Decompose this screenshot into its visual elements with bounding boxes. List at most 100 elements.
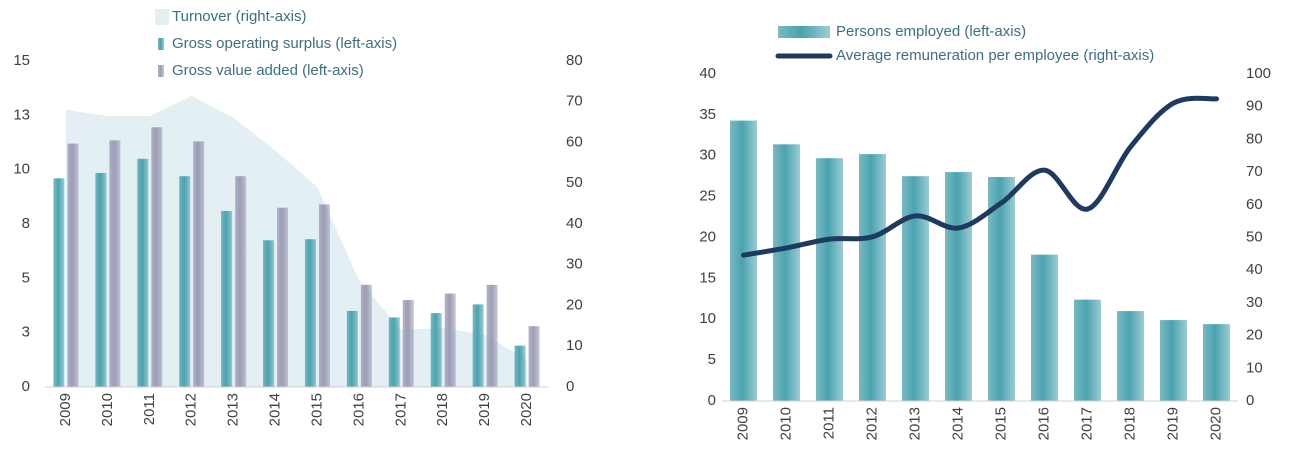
bar: [1203, 324, 1230, 401]
x-tick-label: 2011: [820, 407, 837, 439]
x-tick-label: 2009: [734, 407, 751, 440]
bar: [816, 158, 843, 401]
bar: [193, 141, 205, 387]
y-tick-label: 40: [699, 65, 716, 82]
area: [65, 96, 528, 388]
y2-tick-label: 30: [1246, 294, 1263, 311]
bar: [1074, 299, 1101, 401]
x-tick-label: 2014: [267, 393, 284, 426]
x-tick-label: 2010: [99, 393, 116, 426]
y2-tick-label: 80: [1246, 130, 1263, 147]
bar: [1160, 320, 1187, 401]
legend-swatch: [778, 26, 830, 38]
x-tick-label: 2015: [308, 393, 325, 426]
x-tick-label: 2015: [992, 407, 1009, 440]
bar: [109, 140, 121, 387]
y2-tick-label: 0: [566, 378, 574, 395]
x-tick-label: 2017: [1078, 407, 1095, 440]
y2-tick-label: 50: [1246, 228, 1263, 245]
x-tick-label: 2017: [392, 393, 409, 426]
y2-tick-label: 20: [566, 296, 583, 313]
bar: [53, 178, 65, 387]
legend-swatch: [158, 38, 164, 50]
y2-tick-label: 40: [566, 215, 583, 232]
y2-tick-label: 60: [566, 133, 583, 150]
y2-tick-label: 30: [566, 256, 583, 273]
y-tick-label: 13: [13, 106, 30, 123]
bar: [221, 210, 233, 387]
y-tick-label: 5: [22, 269, 30, 286]
y-tick-label: 10: [13, 161, 30, 178]
y2-tick-label: 20: [1246, 327, 1263, 344]
bar: [263, 240, 275, 387]
y-tick-label: 8: [22, 215, 30, 232]
legend-label: Average remuneration per employee (right…: [836, 47, 1154, 64]
bar: [444, 293, 456, 387]
x-tick-label: 2020: [518, 393, 535, 426]
x-tick-label: 2020: [1207, 407, 1224, 440]
bar: [945, 172, 972, 401]
x-tick-label: 2013: [906, 407, 923, 440]
line: [741, 95, 1219, 258]
bar: [179, 176, 191, 387]
bar: [360, 284, 372, 387]
bar: [486, 284, 498, 387]
legend-label: Gross value added (left-axis): [172, 62, 364, 79]
x-tick-label: 2012: [863, 407, 880, 440]
legend-swatch: [158, 65, 164, 77]
x-tick-label: 2018: [1121, 407, 1138, 440]
bar: [277, 207, 289, 387]
y2-tick-label: 70: [1246, 163, 1263, 180]
y-tick-label: 0: [22, 378, 30, 395]
x-tick-label: 2009: [57, 393, 74, 426]
bar: [528, 326, 540, 387]
bar: [1117, 311, 1144, 401]
x-tick-label: 2013: [225, 393, 242, 426]
bar: [859, 154, 886, 401]
y-tick-label: 20: [699, 228, 716, 245]
y2-tick-label: 70: [566, 93, 583, 110]
y2-tick-label: 50: [566, 174, 583, 191]
y2-tick-label: 0: [1246, 392, 1254, 409]
bar: [514, 345, 526, 387]
x-tick-label: 2011: [141, 393, 158, 425]
x-tick-label: 2018: [434, 393, 451, 426]
bar: [318, 204, 330, 387]
y-tick-label: 15: [699, 269, 716, 286]
bar: [304, 239, 316, 387]
x-tick-label: 2016: [350, 393, 367, 426]
bar: [402, 300, 414, 387]
bar: [988, 177, 1015, 401]
bar: [346, 310, 358, 387]
bar: [137, 158, 149, 387]
y-tick-label: 35: [699, 106, 716, 123]
x-tick-label: 2014: [949, 407, 966, 440]
y-tick-label: 25: [699, 188, 716, 205]
y-tick-label: 5: [708, 351, 716, 368]
y-tick-label: 0: [708, 392, 716, 409]
bar: [430, 313, 442, 387]
y2-tick-label: 100: [1246, 65, 1271, 82]
legend-label: Turnover (right-axis): [172, 8, 306, 25]
x-tick-label: 2019: [476, 393, 493, 426]
bar: [472, 304, 484, 387]
bar: [67, 143, 79, 387]
bar: [235, 176, 247, 387]
bar: [1031, 254, 1058, 401]
y-tick-label: 3: [22, 324, 30, 341]
y2-tick-label: 10: [566, 337, 583, 354]
bar: [151, 127, 163, 387]
bar: [902, 176, 929, 401]
y2-tick-label: 90: [1246, 98, 1263, 115]
y-tick-label: 10: [699, 310, 716, 327]
bar: [95, 172, 107, 387]
x-tick-label: 2010: [777, 407, 794, 440]
legend-swatch: [155, 9, 169, 25]
y2-tick-label: 80: [566, 52, 583, 69]
bar: [773, 144, 800, 401]
bar: [730, 120, 757, 401]
y-tick-label: 30: [699, 147, 716, 164]
bar: [388, 317, 400, 387]
x-tick-label: 2016: [1035, 407, 1052, 440]
